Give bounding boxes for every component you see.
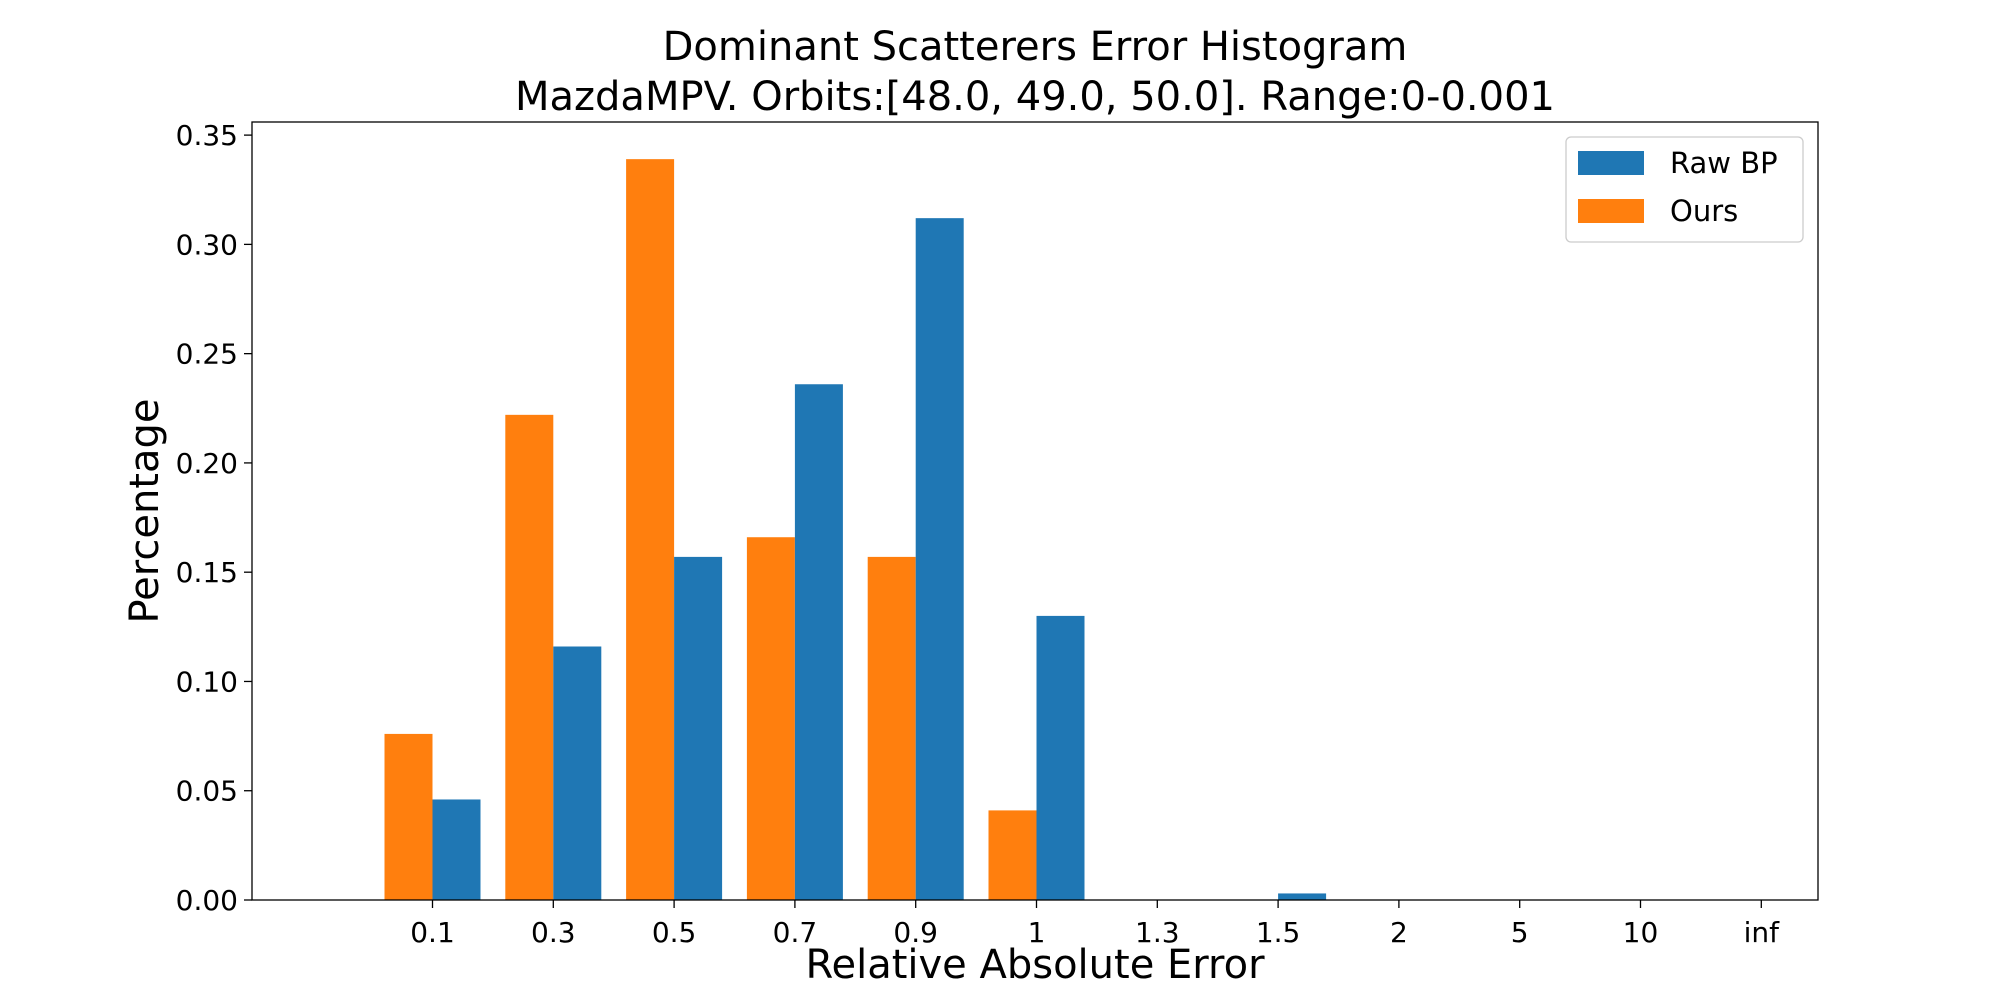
x-tick-label-8: 2 [1390,916,1408,949]
bar-ours-4 [867,556,916,900]
x-tick-label-9: 5 [1511,916,1529,949]
y-tick-label-3: 0.15 [176,556,238,589]
bar-ours-3 [746,537,795,900]
legend-label-raw-bp: Raw BP [1670,146,1778,180]
legend: Raw BP Ours [1565,136,1804,243]
bar-raw-bp-5 [1036,615,1085,900]
bar-raw-bp-4 [915,218,964,901]
legend-label-ours: Ours [1670,194,1738,228]
bar-raw-bp-3 [794,384,843,900]
legend-swatch-ours [1578,199,1644,223]
y-tick-label-0: 0.00 [176,884,238,917]
x-tick-label-3: 0.7 [773,916,818,949]
y-tick-label-4: 0.20 [176,447,238,480]
bar-raw-bp-0 [432,799,481,900]
y-tick-label-2: 0.10 [176,665,238,698]
x-axis-label: Relative Absolute Error [805,942,1265,988]
bar-raw-bp-1 [553,646,602,900]
x-tick-label-10: 10 [1623,916,1659,949]
x-tick-label-1: 0.3 [531,916,576,949]
x-tick-label-5: 1 [1028,916,1046,949]
y-tick-label-6: 0.30 [176,228,238,261]
y-tick-label-1: 0.05 [176,775,238,808]
bar-ours-2 [626,159,675,901]
bar-ours-5 [988,810,1037,900]
chart-subtitle: MazdaMPV. Orbits:[48.0, 49.0, 50.0]. Ran… [515,74,1555,120]
x-axis-ticks: 0.1 0.3 0.5 0.7 0.9 1 1.3 1.5 2 5 10 inf [410,900,1780,949]
x-tick-label-0: 0.1 [410,916,455,949]
y-axis-ticks: 0.00 0.05 0.10 0.15 0.20 0.25 0.30 0.35 [176,119,252,917]
y-axis-label: Percentage [122,398,168,623]
bar-ours-0 [384,733,433,900]
y-tick-label-5: 0.25 [176,338,238,371]
bar-raw-bp-2 [674,556,723,900]
y-tick-label-7: 0.35 [176,119,238,152]
legend-swatch-raw-bp [1578,151,1644,175]
x-tick-label-7: 1.5 [1256,916,1301,949]
x-tick-label-4: 0.9 [893,916,938,949]
x-tick-label-2: 0.5 [652,916,697,949]
bar-raw-bp-7 [1278,893,1327,900]
bars-layer [384,159,1327,901]
x-tick-label-11: inf [1744,916,1781,949]
plot-frame [251,121,1819,901]
x-tick-label-6: 1.3 [1135,916,1180,949]
bar-ours-1 [505,414,554,900]
chart-title: Dominant Scatterers Error Histogram [663,24,1408,70]
